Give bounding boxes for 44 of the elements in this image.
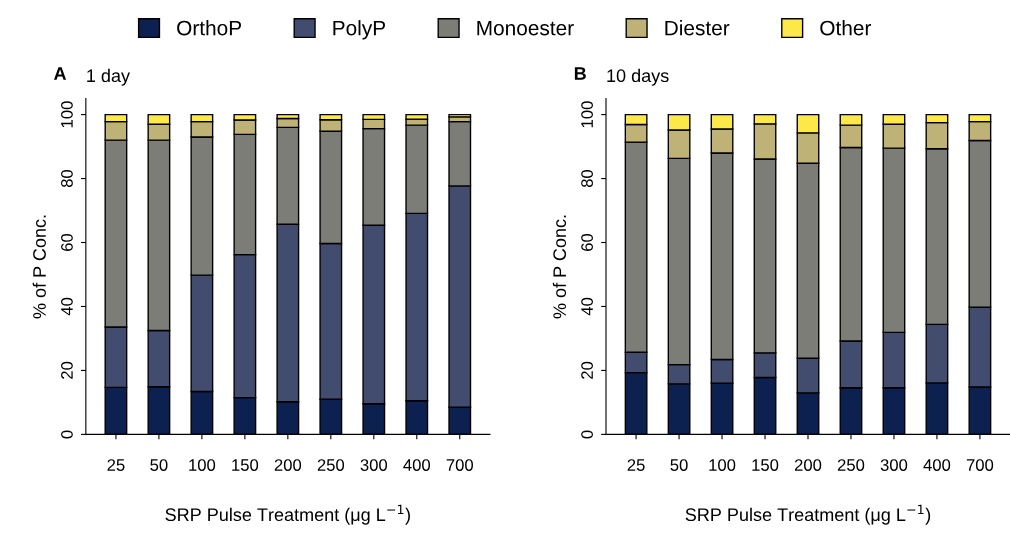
y-axis-title: % of P Conc. — [552, 215, 567, 319]
x-axis-title: SRP Pulse Treatment (μg L$^{−1}$) — [165, 504, 410, 525]
legend-label: PolyP — [333, 20, 386, 40]
bar — [448, 113, 472, 118]
x-tick-label: 25 — [107, 459, 125, 471]
y-tick-label: 20 — [61, 361, 73, 379]
chart-title: 1 day — [87, 68, 130, 86]
x-tick-label: 250 — [837, 459, 865, 471]
x-tick-label: 50 — [670, 459, 688, 471]
x-tick-label: 50 — [150, 459, 168, 471]
y-tick-label: 60 — [61, 233, 73, 251]
x-tick-label: 400 — [403, 459, 431, 471]
legend-label: Other — [820, 20, 872, 36]
x-tick-label: 400 — [923, 459, 951, 471]
y-tick-label: 80 — [61, 169, 73, 188]
legend-label: Monoester — [477, 20, 574, 36]
y-tick-label: 0 — [61, 430, 73, 439]
y-tick-label: 100 — [61, 101, 73, 128]
text: B — [574, 67, 586, 80]
x-tick-label: 700 — [966, 459, 994, 471]
chart-title: 10 days — [607, 68, 669, 86]
legend-label: Diester — [665, 20, 730, 36]
y-tick-label: 80 — [581, 169, 593, 188]
x-axis-title: SRP Pulse Treatment (μg L$^{−1}$) — [685, 504, 931, 525]
x-tick-label: 200 — [274, 459, 302, 471]
x-tick-label: 100 — [189, 459, 216, 471]
y-tick-label: 20 — [581, 361, 593, 379]
x-tick-label: 150 — [232, 459, 259, 471]
x-tick-label: 250 — [317, 459, 345, 471]
x-tick-label: 300 — [880, 459, 908, 471]
x-tick-label: 25 — [627, 459, 645, 471]
x-tick-label: 700 — [446, 459, 474, 471]
text: A — [53, 67, 67, 80]
y-tick-label: 100 — [581, 101, 593, 128]
y-axis-title: % of P Conc. — [32, 215, 46, 319]
y-tick-label: 40 — [581, 297, 593, 316]
y-tick-label: 60 — [581, 233, 593, 251]
x-tick-label: 150 — [752, 459, 779, 471]
x-tick-label: 300 — [360, 459, 388, 471]
x-tick-label: 200 — [794, 459, 822, 471]
y-tick-label: 40 — [61, 297, 73, 316]
legend-label: OrthoP — [177, 20, 242, 36]
y-tick-label: 0 — [581, 430, 593, 439]
x-tick-label: 100 — [709, 459, 736, 471]
